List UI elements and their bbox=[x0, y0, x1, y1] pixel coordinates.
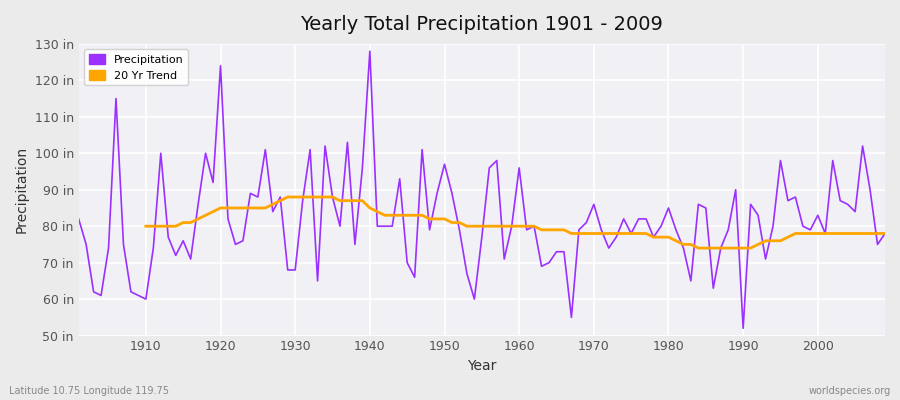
X-axis label: Year: Year bbox=[467, 359, 497, 373]
Precipitation bbox=[342, 140, 353, 145]
Precipitation bbox=[73, 216, 84, 221]
Title: Yearly Total Precipitation 1901 - 2009: Yearly Total Precipitation 1901 - 2009 bbox=[301, 15, 663, 34]
Line: 20 Yr Trend: 20 Yr Trend bbox=[146, 197, 885, 248]
Precipitation bbox=[514, 166, 525, 170]
Text: Latitude 10.75 Longitude 119.75: Latitude 10.75 Longitude 119.75 bbox=[9, 386, 169, 396]
Line: Precipitation: Precipitation bbox=[78, 51, 885, 328]
20 Yr Trend bbox=[528, 224, 539, 228]
20 Yr Trend bbox=[879, 231, 890, 236]
Precipitation bbox=[133, 293, 144, 298]
Legend: Precipitation, 20 Yr Trend: Precipitation, 20 Yr Trend bbox=[85, 50, 188, 86]
20 Yr Trend bbox=[693, 246, 704, 250]
Text: worldspecies.org: worldspecies.org bbox=[809, 386, 891, 396]
Precipitation bbox=[297, 198, 308, 203]
20 Yr Trend bbox=[857, 231, 868, 236]
Precipitation bbox=[611, 235, 622, 240]
20 Yr Trend bbox=[835, 231, 846, 236]
20 Yr Trend bbox=[589, 231, 599, 236]
Y-axis label: Precipitation: Precipitation bbox=[15, 146, 29, 233]
20 Yr Trend bbox=[140, 224, 151, 228]
Precipitation bbox=[879, 231, 890, 236]
Precipitation bbox=[521, 228, 532, 232]
Precipitation bbox=[364, 49, 375, 54]
Precipitation bbox=[738, 326, 749, 331]
20 Yr Trend bbox=[290, 195, 301, 200]
20 Yr Trend bbox=[283, 195, 293, 200]
20 Yr Trend bbox=[320, 195, 330, 200]
